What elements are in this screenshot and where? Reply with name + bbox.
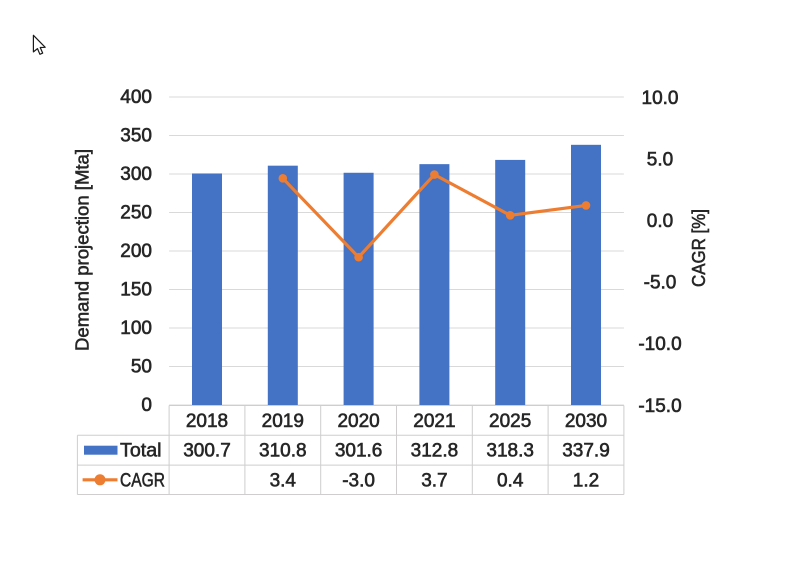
svg-text:10.0: 10.0 — [642, 88, 679, 109]
svg-text:312.8: 312.8 — [411, 441, 459, 462]
svg-text:2025: 2025 — [489, 411, 531, 432]
svg-text:200: 200 — [120, 241, 152, 262]
svg-text:300.7: 300.7 — [183, 441, 231, 462]
svg-text:250: 250 — [120, 202, 152, 223]
svg-text:310.8: 310.8 — [259, 441, 307, 462]
svg-text:300: 300 — [120, 164, 152, 185]
svg-text:100: 100 — [120, 318, 152, 339]
svg-text:CAGR: CAGR — [120, 470, 165, 491]
svg-text:2020: 2020 — [337, 411, 379, 432]
svg-text:Demand projection [Mta]: Demand projection [Mta] — [71, 149, 92, 351]
svg-text:2021: 2021 — [413, 411, 455, 432]
svg-text:-3.0: -3.0 — [342, 470, 375, 491]
svg-text:150: 150 — [120, 279, 152, 300]
svg-text:400: 400 — [120, 87, 152, 108]
svg-text:1.2: 1.2 — [573, 470, 599, 491]
svg-text:350: 350 — [120, 125, 152, 146]
svg-text:318.3: 318.3 — [486, 441, 534, 462]
svg-text:301.6: 301.6 — [335, 441, 383, 462]
svg-text:2019: 2019 — [262, 411, 304, 432]
svg-text:337.9: 337.9 — [562, 441, 610, 462]
svg-text:0.4: 0.4 — [497, 470, 524, 491]
svg-text:50: 50 — [131, 356, 152, 377]
svg-text:2030: 2030 — [565, 411, 607, 432]
svg-text:3.7: 3.7 — [421, 470, 447, 491]
svg-text:-10.0: -10.0 — [638, 334, 681, 355]
svg-text:2018: 2018 — [186, 411, 228, 432]
svg-text:Total: Total — [120, 441, 162, 462]
svg-text:0: 0 — [141, 395, 152, 416]
svg-text:-5.0: -5.0 — [644, 273, 677, 294]
svg-text:5.0: 5.0 — [647, 149, 673, 170]
svg-text:3.4: 3.4 — [270, 470, 297, 491]
svg-text:-15.0: -15.0 — [638, 396, 681, 417]
svg-text:0.0: 0.0 — [647, 211, 673, 232]
svg-text:CAGR [%]: CAGR [%] — [688, 209, 709, 287]
